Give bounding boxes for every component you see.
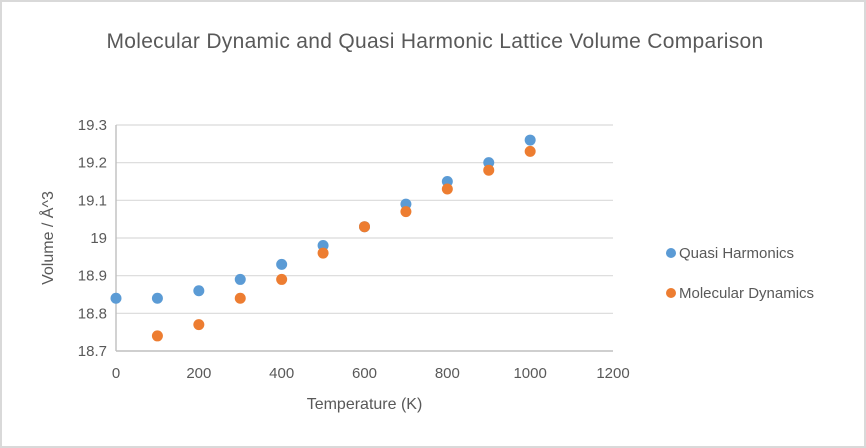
legend-item: Molecular Dynamics — [666, 282, 814, 304]
data-point-quasi-harmonics — [400, 198, 412, 210]
y-tick-label: 19.3 — [78, 117, 107, 134]
data-point-molecular-dynamics — [317, 247, 329, 259]
data-point-quasi-harmonics — [151, 292, 163, 304]
x-tick-label: 800 — [435, 365, 460, 382]
data-point-quasi-harmonics — [441, 176, 453, 187]
data-point-molecular-dynamics — [441, 183, 453, 195]
data-point-molecular-dynamics — [234, 292, 246, 304]
y-tick-label: 18.8 — [78, 305, 107, 322]
legend-marker-icon — [666, 248, 676, 258]
y-tick-label: 18.7 — [78, 343, 107, 360]
legend-marker-icon — [666, 288, 676, 298]
y-tick-label: 19.2 — [78, 155, 107, 172]
y-axis-title: Volume / Å^3 — [40, 191, 57, 285]
data-point-molecular-dynamics — [193, 319, 205, 331]
data-point-quasi-harmonics — [524, 134, 536, 146]
data-point-quasi-harmonics — [234, 273, 246, 285]
y-tick-label: 19.1 — [78, 192, 107, 209]
x-tick-label: 0 — [112, 365, 120, 382]
x-tick-label: 200 — [186, 365, 211, 382]
data-point-molecular-dynamics — [400, 206, 412, 218]
legend-item: Quasi Harmonics — [666, 242, 814, 264]
data-point-quasi-harmonics — [317, 240, 329, 252]
legend-item-label: Molecular Dynamics — [679, 284, 815, 302]
x-tick-label: 600 — [352, 365, 377, 382]
x-tick-label: 1000 — [513, 365, 546, 382]
data-point-molecular-dynamics — [276, 273, 288, 285]
x-tick-label: 1200 — [596, 365, 629, 382]
data-point-molecular-dynamics — [359, 221, 370, 233]
y-tick-label: 19 — [90, 230, 107, 247]
y-tick-label: 18.9 — [78, 268, 107, 285]
chart-title: Molecular Dynamic and Quasi Harmonic Lat… — [106, 30, 764, 53]
x-axis-title: Temperature (K) — [306, 396, 423, 413]
x-tick-label: 400 — [269, 365, 294, 382]
legend: Quasi Harmonics Molecular Dynamics — [666, 242, 814, 322]
data-point-quasi-harmonics — [110, 292, 122, 304]
data-point-quasi-harmonics — [483, 157, 495, 169]
data-point-molecular-dynamics — [524, 145, 536, 157]
data-point-molecular-dynamics — [483, 164, 495, 176]
data-point-quasi-harmonics — [276, 258, 288, 270]
data-point-molecular-dynamics — [151, 330, 163, 342]
data-point-quasi-harmonics — [193, 285, 205, 297]
legend-item-label: Quasi Harmonics — [679, 244, 795, 262]
